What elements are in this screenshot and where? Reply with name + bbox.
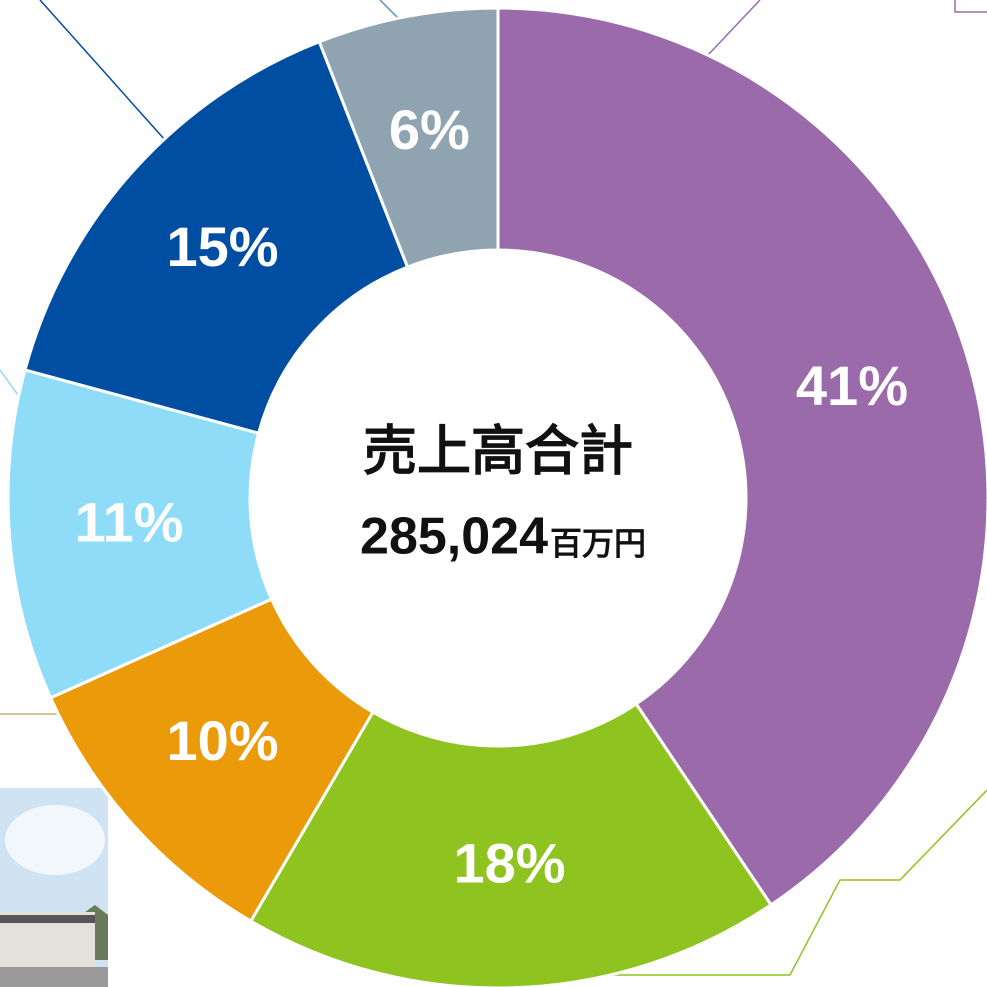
- donut: [6, 6, 987, 987]
- slice-label: 11%: [75, 491, 184, 554]
- center-total: 285,024: [360, 508, 548, 566]
- photo: [0, 788, 108, 987]
- slice-label: 6%: [389, 98, 470, 161]
- leader-line: [39, 0, 166, 141]
- donut-hole: [250, 250, 746, 746]
- photo-cloud: [5, 805, 105, 875]
- slice-label: 18%: [453, 832, 565, 895]
- photo-roof: [0, 915, 95, 923]
- leader-line: [954, 0, 987, 13]
- leader-line: [500, 789, 987, 976]
- leader-line: [707, 0, 761, 56]
- slice-label: 10%: [166, 709, 278, 772]
- center-title: 売上高合計: [363, 421, 633, 481]
- leader-line: [0, 369, 19, 396]
- photo-ground: [0, 967, 108, 987]
- slice-label: 15%: [166, 215, 278, 278]
- donut-slice: [317, 6, 500, 270]
- slice-label: 41%: [796, 354, 908, 417]
- center-total-unit: 百万円: [550, 525, 646, 561]
